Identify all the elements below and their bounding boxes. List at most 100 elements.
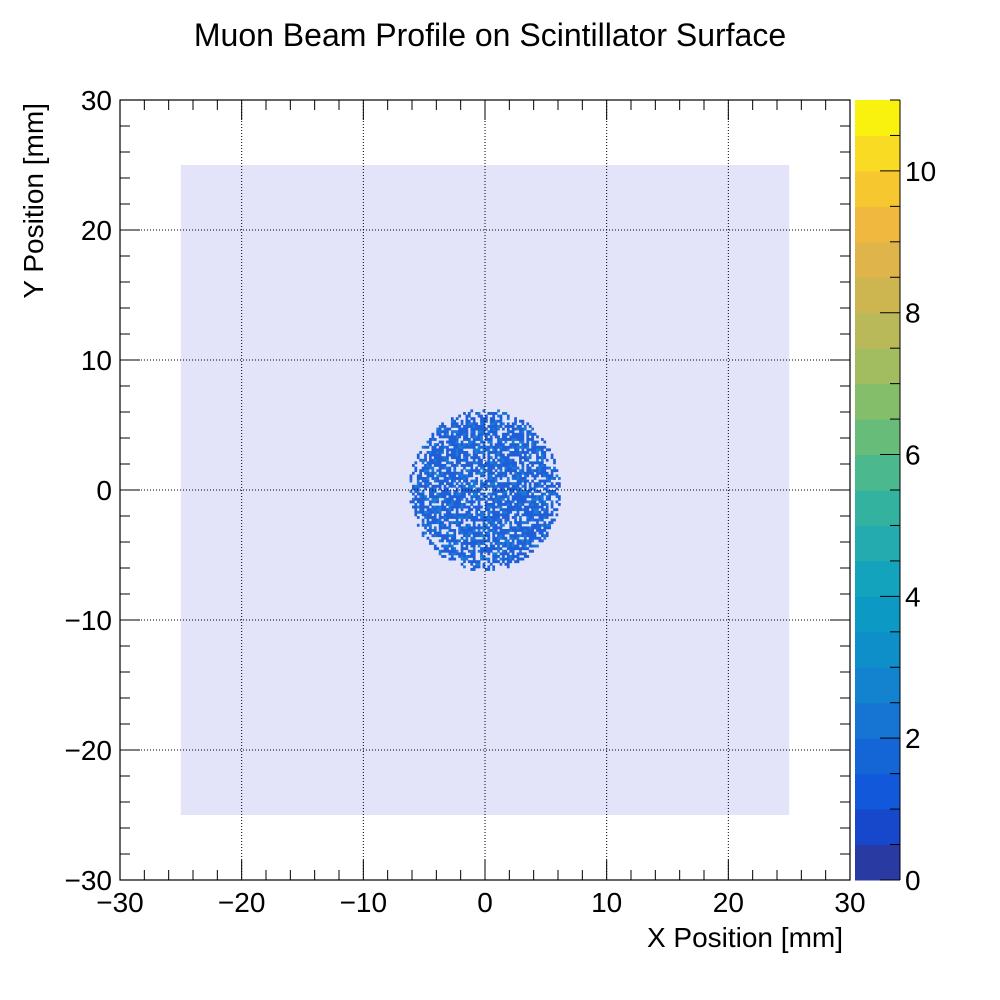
beam-hit-bin: [509, 482, 513, 486]
beam-hit-bin: [489, 430, 493, 434]
beam-hit-bin: [448, 435, 452, 439]
beam-hit-bin: [526, 456, 530, 460]
beam-hit-bin: [465, 529, 469, 532]
beam-hit-bin: [433, 456, 437, 460]
beam-hit-bin: [450, 419, 454, 423]
beam-hit-bin: [506, 438, 510, 441]
beam-hit-bin: [477, 529, 481, 532]
beam-hit-bin: [516, 557, 520, 561]
beam-hit-bin: [450, 435, 454, 439]
beam-hit-bin: [519, 534, 522, 538]
beam-hit-bin: [499, 542, 503, 545]
beam-hit-bin: [502, 552, 505, 556]
beam-hit-bin: [492, 484, 496, 488]
beam-hit-bin: [438, 427, 442, 431]
beam-hit-bin: [487, 456, 491, 460]
grid-lines: [120, 100, 850, 880]
beam-hit-bin: [497, 484, 500, 488]
beam-hit-bin: [465, 432, 469, 436]
beam-hit-bin: [477, 430, 481, 434]
beam-hit-bin: [516, 544, 520, 548]
beam-hit-bin: [523, 552, 527, 556]
beam-hit-bin: [523, 544, 527, 548]
beam-hit-bin: [477, 565, 481, 569]
beam-hit-bin: [431, 510, 435, 514]
beam-hit-bin: [540, 508, 544, 512]
beam-hit-bin: [514, 427, 517, 431]
beam-hit-bin: [453, 451, 457, 454]
beam-hit-bin: [550, 484, 554, 488]
beam-hit-bin: [502, 531, 505, 535]
beam-hit-bin: [526, 492, 530, 496]
beam-hit-bin: [467, 508, 471, 512]
beam-hit-bin: [504, 513, 508, 517]
beam-hit-bin: [431, 500, 435, 504]
beam-hit-bin: [492, 448, 496, 452]
beam-hit-bin: [431, 516, 435, 519]
beam-hit-bin: [467, 471, 471, 475]
beam-hit-bin: [453, 419, 457, 423]
beam-hit-bin: [502, 492, 505, 496]
beam-hit-bin: [460, 531, 464, 535]
beam-hit-bin: [453, 513, 457, 517]
beam-hit-bin: [511, 526, 515, 530]
beam-hit-bin: [443, 492, 447, 496]
beam-hit-bin: [453, 464, 457, 467]
beam-hit-bin: [433, 471, 437, 475]
beam-hit-bin: [467, 487, 471, 491]
beam-hit-bin: [446, 500, 449, 504]
beam-hit-bin: [441, 505, 444, 509]
beam-hit-bin: [460, 557, 464, 561]
beam-hit-bin: [521, 419, 525, 423]
beam-hit-bin: [516, 539, 520, 543]
beam-hit-bin: [480, 466, 483, 470]
beam-hit-bin: [480, 513, 483, 517]
beam-hit-bin: [550, 513, 554, 517]
beam-hit-bin: [519, 503, 522, 506]
beam-hit-bin: [448, 526, 452, 530]
beam-hit-bin: [516, 466, 520, 470]
beam-hit-bin: [553, 461, 556, 465]
beam-hit-bin: [533, 518, 537, 522]
beam-hit-bin: [487, 440, 491, 444]
beam-hit-bin: [429, 503, 432, 506]
beam-hit-bin: [467, 526, 471, 530]
beam-hit-bin: [494, 552, 498, 556]
beam-hit-bin: [489, 445, 493, 449]
beam-hit-bin: [494, 497, 498, 501]
beam-hit-bin: [412, 471, 415, 475]
beam-hit-bin: [455, 430, 459, 434]
beam-hit-bin: [492, 458, 496, 462]
beam-hit-bin: [519, 438, 522, 441]
beam-hit-bin: [458, 539, 461, 543]
beam-hit-bin: [426, 445, 430, 449]
beam-hit-bin: [475, 435, 478, 439]
beam-hit-bin: [511, 500, 515, 504]
beam-hit-bin: [463, 557, 466, 561]
beam-hit-bin: [463, 487, 466, 491]
beam-hit-bin: [511, 549, 515, 553]
beam-hit-bin: [450, 479, 454, 483]
beam-hit-bin: [421, 477, 425, 480]
beam-hit-bin: [489, 419, 493, 423]
beam-hit-bin: [426, 482, 430, 486]
beam-hit-bin: [504, 539, 508, 543]
beam-hit-bin: [523, 443, 527, 447]
beam-hit-bin: [453, 430, 457, 434]
beam-hit-bin: [458, 529, 461, 532]
beam-hit-bin: [489, 464, 493, 467]
beam-hit-bin: [494, 539, 498, 543]
beam-hit-bin: [424, 445, 427, 449]
beam-hit-bin: [455, 490, 459, 493]
beam-hit-bin: [533, 482, 537, 486]
beam-hit-bin: [465, 458, 469, 462]
beam-hit-bin: [448, 503, 452, 506]
beam-hit-bin: [409, 479, 413, 483]
beam-hit-bin: [526, 526, 530, 530]
beam-hit-bin: [475, 513, 478, 517]
beam-hit-bin: [450, 448, 454, 452]
beam-hit-bin: [424, 510, 427, 514]
beam-hit-bin: [450, 529, 454, 532]
beam-hit-bin: [536, 503, 539, 506]
beam-hit-bin: [494, 430, 498, 434]
